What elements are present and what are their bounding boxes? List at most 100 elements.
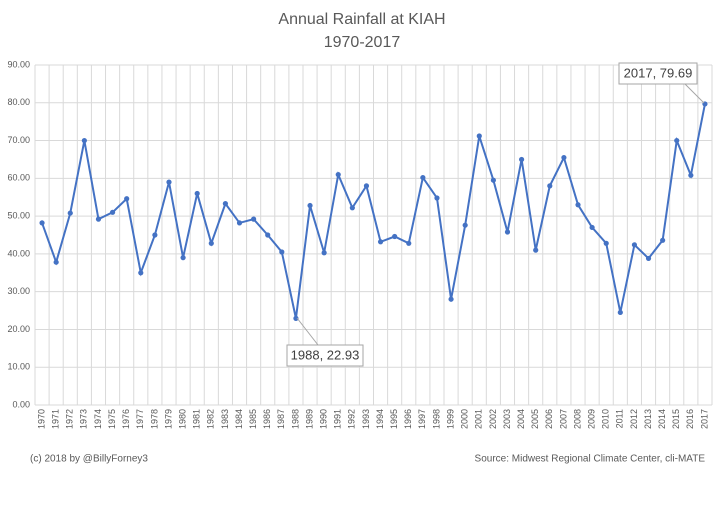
data-point bbox=[293, 315, 299, 321]
data-point bbox=[180, 255, 186, 261]
x-tick-label: 1991 bbox=[333, 409, 343, 429]
data-point bbox=[236, 220, 243, 226]
y-tick-label: 0.00 bbox=[12, 399, 30, 409]
data-point bbox=[688, 172, 694, 178]
x-tick-label: 1988 bbox=[290, 409, 300, 429]
x-tick-label: 2002 bbox=[488, 409, 498, 429]
data-point bbox=[222, 201, 229, 207]
data-point bbox=[406, 240, 412, 246]
x-tick-label: 2007 bbox=[558, 409, 568, 429]
data-point bbox=[645, 255, 652, 262]
data-point bbox=[476, 133, 482, 139]
x-tick-label: 1984 bbox=[234, 409, 244, 429]
data-point bbox=[124, 196, 130, 202]
x-tick-label: 2004 bbox=[516, 409, 526, 429]
x-tick-label: 1993 bbox=[361, 409, 371, 429]
callout-line bbox=[684, 83, 705, 104]
data-point bbox=[518, 156, 525, 163]
data-point bbox=[617, 309, 623, 316]
x-tick-label: 1970 bbox=[36, 409, 46, 429]
data-point bbox=[674, 137, 680, 144]
data-point bbox=[81, 137, 87, 144]
x-tick-label: 1997 bbox=[417, 409, 427, 429]
data-point bbox=[265, 232, 271, 238]
x-tick-label: 1977 bbox=[135, 409, 145, 429]
x-tick-label: 1990 bbox=[319, 409, 329, 429]
data-point bbox=[208, 240, 214, 246]
x-tick-label: 2015 bbox=[671, 409, 681, 429]
data-point bbox=[420, 174, 426, 181]
data-point bbox=[490, 177, 496, 183]
x-tick-label: 1975 bbox=[107, 409, 117, 429]
x-tick-label: 1973 bbox=[79, 409, 89, 429]
footer-source: Source: Midwest Regional Climate Center,… bbox=[475, 454, 706, 465]
data-point bbox=[67, 210, 73, 216]
data-point bbox=[349, 205, 355, 211]
x-tick-label: 2014 bbox=[657, 409, 667, 429]
y-tick-label: 20.00 bbox=[7, 324, 30, 334]
chart-subtitle: 1970-2017 bbox=[324, 34, 401, 51]
annotation: 1988, 22.93 bbox=[291, 347, 360, 362]
x-tick-label: 1996 bbox=[403, 409, 413, 429]
x-tick-label: 2009 bbox=[586, 409, 596, 429]
x-tick-label: 2017 bbox=[699, 409, 709, 429]
data-point bbox=[589, 224, 595, 231]
data-point bbox=[194, 190, 200, 197]
x-tick-label: 1983 bbox=[220, 409, 230, 429]
y-tick-label: 70.00 bbox=[7, 135, 30, 145]
y-tick-label: 30.00 bbox=[7, 286, 30, 296]
data-point bbox=[307, 202, 313, 209]
y-tick-label: 90.00 bbox=[7, 59, 30, 69]
x-tick-label: 1979 bbox=[163, 409, 173, 429]
data-point bbox=[561, 154, 567, 161]
plot-area: 0.00 10.00 20.00 30.00 40.00 50.00 60.00 70.00 8… bbox=[7, 59, 713, 429]
x-tick-label: 1992 bbox=[347, 409, 357, 429]
x-tick-label: 2016 bbox=[685, 409, 695, 429]
data-point bbox=[53, 259, 59, 265]
x-tick-label: 1974 bbox=[93, 409, 103, 429]
data-point bbox=[603, 240, 609, 246]
data-point bbox=[95, 216, 102, 222]
data-point bbox=[575, 202, 581, 208]
data-point bbox=[377, 239, 384, 245]
data-point bbox=[533, 247, 539, 253]
x-tick-label: 2000 bbox=[460, 409, 470, 429]
x-tick-label: 2013 bbox=[643, 409, 653, 429]
y-tick-label: 60.00 bbox=[7, 173, 30, 183]
x-tick-label: 2005 bbox=[530, 409, 540, 429]
x-tick-label: 1976 bbox=[121, 409, 131, 429]
x-tick-label: 2006 bbox=[544, 409, 554, 429]
x-tick-label: 1998 bbox=[431, 409, 441, 429]
data-point bbox=[660, 237, 666, 243]
x-tick-label: 1999 bbox=[445, 409, 455, 429]
data-point bbox=[279, 249, 285, 255]
y-tick-label: 40.00 bbox=[7, 248, 30, 258]
data-point bbox=[434, 195, 440, 201]
chart-title: Annual Rainfall at KIAH bbox=[278, 11, 445, 28]
data-point bbox=[321, 250, 327, 256]
y-tick-label: 50.00 bbox=[7, 210, 30, 220]
data-point bbox=[392, 233, 398, 240]
data-point bbox=[138, 270, 144, 276]
y-tick-label: 10.00 bbox=[7, 362, 30, 372]
x-tick-label: 1981 bbox=[192, 409, 202, 429]
data-point bbox=[363, 183, 370, 189]
data-point bbox=[547, 183, 553, 189]
x-tick-label: 1972 bbox=[65, 409, 75, 429]
data-point bbox=[335, 171, 341, 178]
x-tick-label: 1978 bbox=[149, 409, 159, 429]
y-tick-label: 80.00 bbox=[7, 97, 30, 107]
data-point bbox=[109, 209, 116, 215]
footer-credit: (c) 2018 by @BillyForney3 bbox=[30, 454, 148, 465]
callout-line bbox=[296, 317, 319, 346]
x-tick-label: 2010 bbox=[601, 409, 611, 429]
x-tick-label: 1980 bbox=[177, 409, 187, 429]
data-point bbox=[39, 220, 45, 226]
callout-box bbox=[618, 62, 698, 85]
x-tick-label: 2003 bbox=[502, 409, 512, 429]
data-point bbox=[631, 242, 638, 248]
x-tick-label: 1987 bbox=[276, 409, 286, 429]
x-tick-label: 1994 bbox=[375, 409, 385, 429]
data-point bbox=[251, 216, 257, 222]
